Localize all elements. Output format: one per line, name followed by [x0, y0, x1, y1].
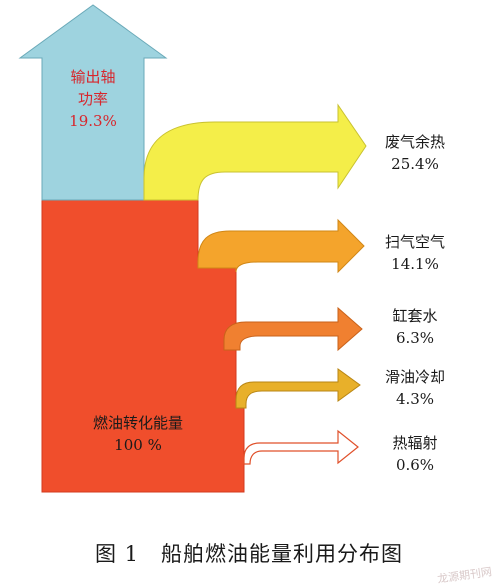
shaft-power-label: 输出轴 功率 19.3% [42, 66, 144, 132]
shaft-label-line1: 输出轴 [70, 68, 116, 86]
lube-name: 滑油冷却 [384, 368, 445, 386]
scavenge-name: 扫气空气 [384, 233, 445, 251]
figure-caption: 图 1 船舶燃油能量利用分布图 [94, 542, 404, 566]
radiation-label: 热辐射 0.6% [370, 432, 460, 476]
fuel-energy-label: 燃油转化能量 100 % [48, 412, 228, 456]
jacket-water-label: 缸套水 6.3% [370, 305, 460, 349]
fuel-label-line1: 燃油转化能量 [92, 414, 183, 432]
fuel-label-line2: 100 % [114, 436, 162, 454]
scavenge-value: 14.1% [391, 255, 439, 273]
radiation-value: 0.6% [395, 456, 435, 474]
exhaust-heat-arrow [143, 103, 367, 201]
jacket-water-arrow [223, 306, 363, 352]
lube-value: 4.3% [395, 390, 435, 408]
lube-oil-label: 滑油冷却 4.3% [370, 366, 460, 410]
scavenge-air-arrow [197, 218, 365, 274]
shaft-label-line2: 功率 [77, 90, 108, 108]
exhaust-name: 废气余热 [384, 133, 445, 151]
jacket-value: 6.3% [395, 329, 435, 347]
exhaust-heat-label: 废气余热 25.4% [370, 131, 460, 175]
lube-oil-arrow [235, 368, 361, 409]
exhaust-value: 25.4% [391, 155, 439, 173]
jacket-name: 缸套水 [392, 307, 438, 325]
radiation-name: 热辐射 [392, 434, 438, 452]
scavenge-air-label: 扫气空气 14.1% [370, 231, 460, 275]
radiation-arrow [243, 429, 359, 465]
shaft-label-line3: 19.3% [69, 112, 117, 130]
